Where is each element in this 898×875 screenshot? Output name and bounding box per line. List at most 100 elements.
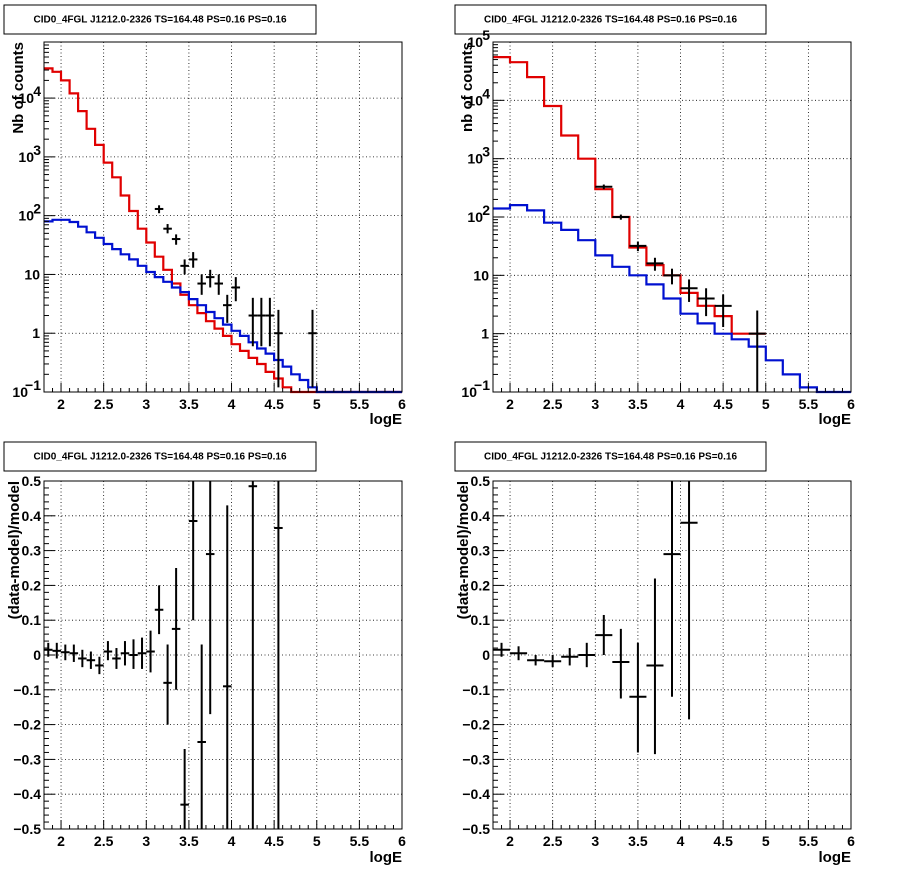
data-point <box>163 644 172 725</box>
data-point <box>527 655 545 666</box>
y-axis-title: nb of counts <box>459 42 476 132</box>
x-tick-label: 2.5 <box>94 833 114 849</box>
data-point <box>663 481 681 697</box>
data-point <box>171 568 181 690</box>
y-tick-label: −0.1 <box>13 682 41 698</box>
plot-area <box>44 481 283 829</box>
data-point <box>663 268 681 285</box>
x-tick-label: 6 <box>847 396 855 412</box>
data-point <box>205 269 215 288</box>
x-tick-label: 3 <box>142 396 150 412</box>
panel-title: CID0_4FGL J1212.0-2326 TS=164.48 PS=0.16… <box>33 15 286 26</box>
panel-title-box <box>454 4 767 35</box>
y-tick-label: 0.1 <box>471 612 491 628</box>
panel-counts-left: CID0_4FGL J1212.0-2326 TS=164.48 PS=0.16… <box>3 4 406 428</box>
data-point <box>214 274 223 295</box>
y-tick-label: 10 <box>473 267 489 283</box>
x-axis-title: logE <box>370 411 403 428</box>
x-tick-label: 2 <box>57 833 65 849</box>
x-tick-label: 3.5 <box>179 396 199 412</box>
data-point <box>612 214 630 220</box>
data-point <box>188 481 198 621</box>
y-tick-label: −0.1 <box>462 682 490 698</box>
data-point <box>223 294 232 323</box>
y-axis-title: Nb of counts <box>10 42 27 134</box>
data-point <box>646 578 664 755</box>
data-point <box>308 309 317 388</box>
y-tick-label: 0.2 <box>22 577 42 593</box>
data-point <box>163 224 172 234</box>
y-tick-exponent: 3 <box>33 142 41 158</box>
y-tick-label: 10 <box>12 384 28 400</box>
x-tick-label: 5 <box>762 833 770 849</box>
data-point <box>120 641 130 666</box>
data-point <box>129 639 138 669</box>
y-tick-label: 0.2 <box>471 577 491 593</box>
data-point <box>274 309 283 388</box>
x-tick-label: 4.5 <box>713 396 733 412</box>
y-tick-label: 10 <box>24 266 40 282</box>
y-tick-label: −0.2 <box>13 717 41 733</box>
data-point <box>78 649 87 668</box>
series-source-model <box>493 204 851 394</box>
x-tick-label: 6 <box>398 833 406 849</box>
x-tick-label: 5 <box>313 396 321 412</box>
panel-title-box <box>454 441 767 472</box>
data-point <box>154 205 164 214</box>
data-point <box>137 637 147 669</box>
x-tick-label: 5 <box>313 833 321 849</box>
x-tick-label: 3 <box>591 833 599 849</box>
x-tick-label: 3 <box>591 396 599 412</box>
grid <box>44 481 402 829</box>
y-tick-label: 0.3 <box>471 543 491 559</box>
y-axis-title: (data-model)/model <box>6 481 23 619</box>
data-point <box>103 641 113 661</box>
y-tick-label: 10 <box>467 209 483 225</box>
y-tick-label: 10 <box>18 149 34 165</box>
y-tick-label: 0.4 <box>22 508 42 524</box>
data-point <box>154 585 164 635</box>
data-point <box>44 642 53 657</box>
grid <box>44 42 402 392</box>
y-tick-label: −0.4 <box>462 786 490 802</box>
data-point <box>171 234 181 245</box>
data-point <box>493 642 511 657</box>
panel-residuals-right: CID0_4FGL J1212.0-2326 TS=164.48 PS=0.16… <box>454 441 855 866</box>
series-source-model <box>44 218 402 394</box>
y-tick-exponent: −1 <box>474 377 490 393</box>
y-tick-label: −0.5 <box>13 821 41 837</box>
data-point <box>197 644 206 829</box>
panel-title: CID0_4FGL J1212.0-2326 TS=164.48 PS=0.16… <box>33 452 286 463</box>
data-point <box>180 259 189 275</box>
data-point <box>231 277 241 302</box>
y-tick-label: 0.1 <box>22 612 42 628</box>
panel-counts-right: CID0_4FGL J1212.0-2326 TS=164.48 PS=0.16… <box>454 4 855 428</box>
y-tick-label: −0.3 <box>13 751 41 767</box>
x-tick-label: 3 <box>142 833 150 849</box>
x-tick-label: 2 <box>506 396 514 412</box>
data-point <box>595 614 613 655</box>
axes: 2 2.5 3 3.5 4 4.5 5 5.5 6 −0.5 −0.4 −0.3 −0.2 −0.1 0 0.… <box>462 473 855 849</box>
x-tick-label: 2.5 <box>543 396 563 412</box>
y-tick-label: −0.5 <box>462 821 490 837</box>
x-tick-label: 2.5 <box>94 396 114 412</box>
x-tick-label: 4.5 <box>713 833 733 849</box>
x-axis-title: logE <box>819 849 852 866</box>
y-tick-exponent: 3 <box>482 144 490 160</box>
panel-title: CID0_4FGL J1212.0-2326 TS=164.48 PS=0.16… <box>484 452 737 463</box>
data-point <box>61 644 70 661</box>
x-tick-label: 4.5 <box>264 396 284 412</box>
series-total-model <box>44 67 402 394</box>
data-point <box>248 481 258 829</box>
x-tick-label: 2 <box>57 396 65 412</box>
data-point <box>69 644 79 662</box>
data-point <box>52 642 62 659</box>
y-tick-label: 10 <box>461 384 477 400</box>
y-tick-label: 10 <box>467 34 483 50</box>
x-tick-label: 4 <box>677 396 685 412</box>
y-tick-exponent: 2 <box>482 202 490 218</box>
data-point <box>612 628 630 699</box>
plot-area <box>493 481 698 755</box>
data-point <box>180 748 189 829</box>
